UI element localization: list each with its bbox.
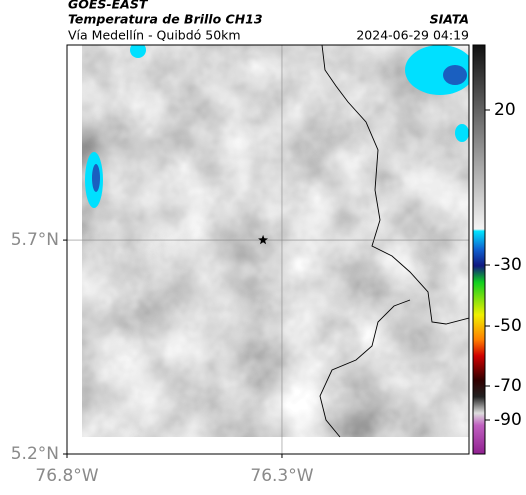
lat-tick-label: 5.2°N (11, 444, 59, 464)
title: Temperatura de Brillo CH13 (68, 12, 263, 27)
cloud-imagery (82, 45, 469, 437)
subtitle: Vía Medellín - Quibdó 50km (68, 28, 241, 43)
lon-tick-label: 76.3°W (250, 466, 313, 486)
map-area (82, 45, 469, 438)
cold-cloud-patches (85, 45, 469, 208)
timestamp: 2024-06-29 04:19 (356, 28, 469, 43)
colorbar-tick-label: -90 (494, 410, 522, 430)
colorbar (472, 44, 486, 455)
colorbar-tick-label: -30 (494, 255, 522, 275)
agency: SIATA (430, 12, 469, 27)
colorbar-tick-label: 20 (494, 100, 516, 120)
source: GOES-EAST (68, 0, 149, 12)
lon-tick-label: 76.8°W (35, 466, 98, 486)
colorbar-tick-label: -70 (494, 376, 522, 396)
colorbar-tick-label: -50 (494, 316, 522, 336)
lat-tick-label: 5.7°N (11, 230, 59, 250)
location-marker (258, 234, 268, 245)
border-line (321, 45, 469, 325)
map-frame (66, 44, 470, 455)
border-line (319, 299, 411, 438)
